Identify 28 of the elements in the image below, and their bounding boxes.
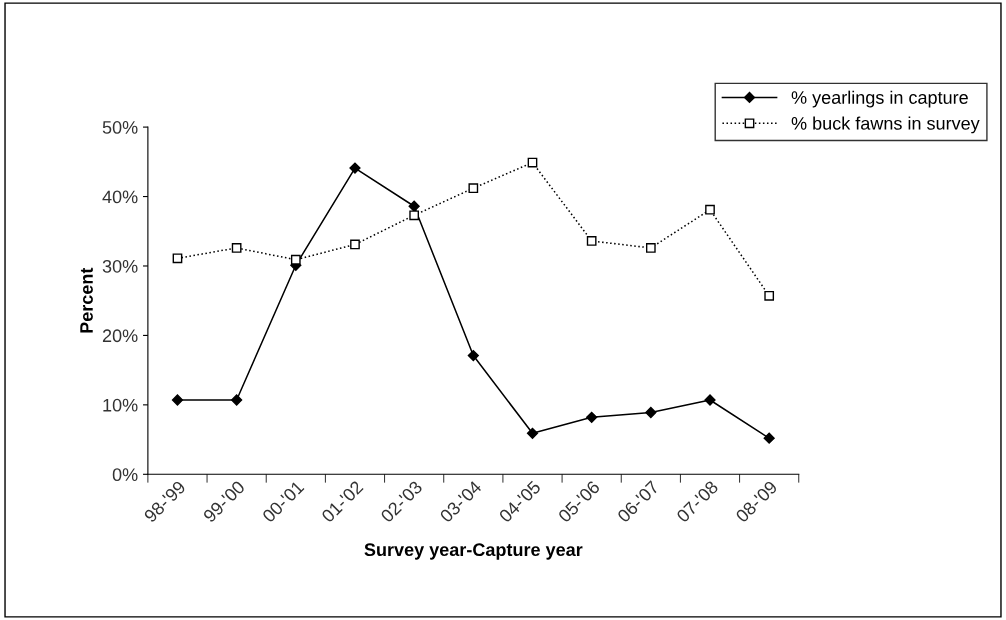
point bbox=[231, 394, 243, 406]
legend-label: % yearlings in capture bbox=[791, 90, 968, 108]
point bbox=[586, 236, 597, 246]
point bbox=[645, 243, 656, 253]
y-tick-label: 10% bbox=[103, 398, 138, 412]
point bbox=[350, 239, 360, 250]
point bbox=[231, 243, 242, 253]
y-tick-label: 20% bbox=[102, 329, 138, 343]
point bbox=[526, 427, 539, 439]
y-tick-label: 0% bbox=[112, 468, 138, 482]
point bbox=[705, 204, 715, 215]
x-axis-title: Survey year-Capture year bbox=[364, 543, 583, 560]
point bbox=[468, 183, 479, 194]
point bbox=[763, 432, 775, 444]
point bbox=[172, 253, 183, 264]
y-tick-label: 50% bbox=[102, 121, 138, 134]
point bbox=[586, 411, 598, 423]
y-axis-title: Percent bbox=[80, 267, 93, 333]
point bbox=[171, 394, 184, 406]
point bbox=[764, 290, 775, 301]
legend-label: % buck fawns in survey bbox=[791, 116, 980, 134]
y-tick-label: 40% bbox=[102, 190, 138, 204]
point bbox=[645, 406, 657, 419]
point bbox=[408, 200, 420, 212]
y-tick-label: 30% bbox=[102, 259, 138, 273]
point bbox=[290, 254, 301, 265]
point bbox=[409, 210, 420, 221]
point bbox=[467, 349, 479, 362]
